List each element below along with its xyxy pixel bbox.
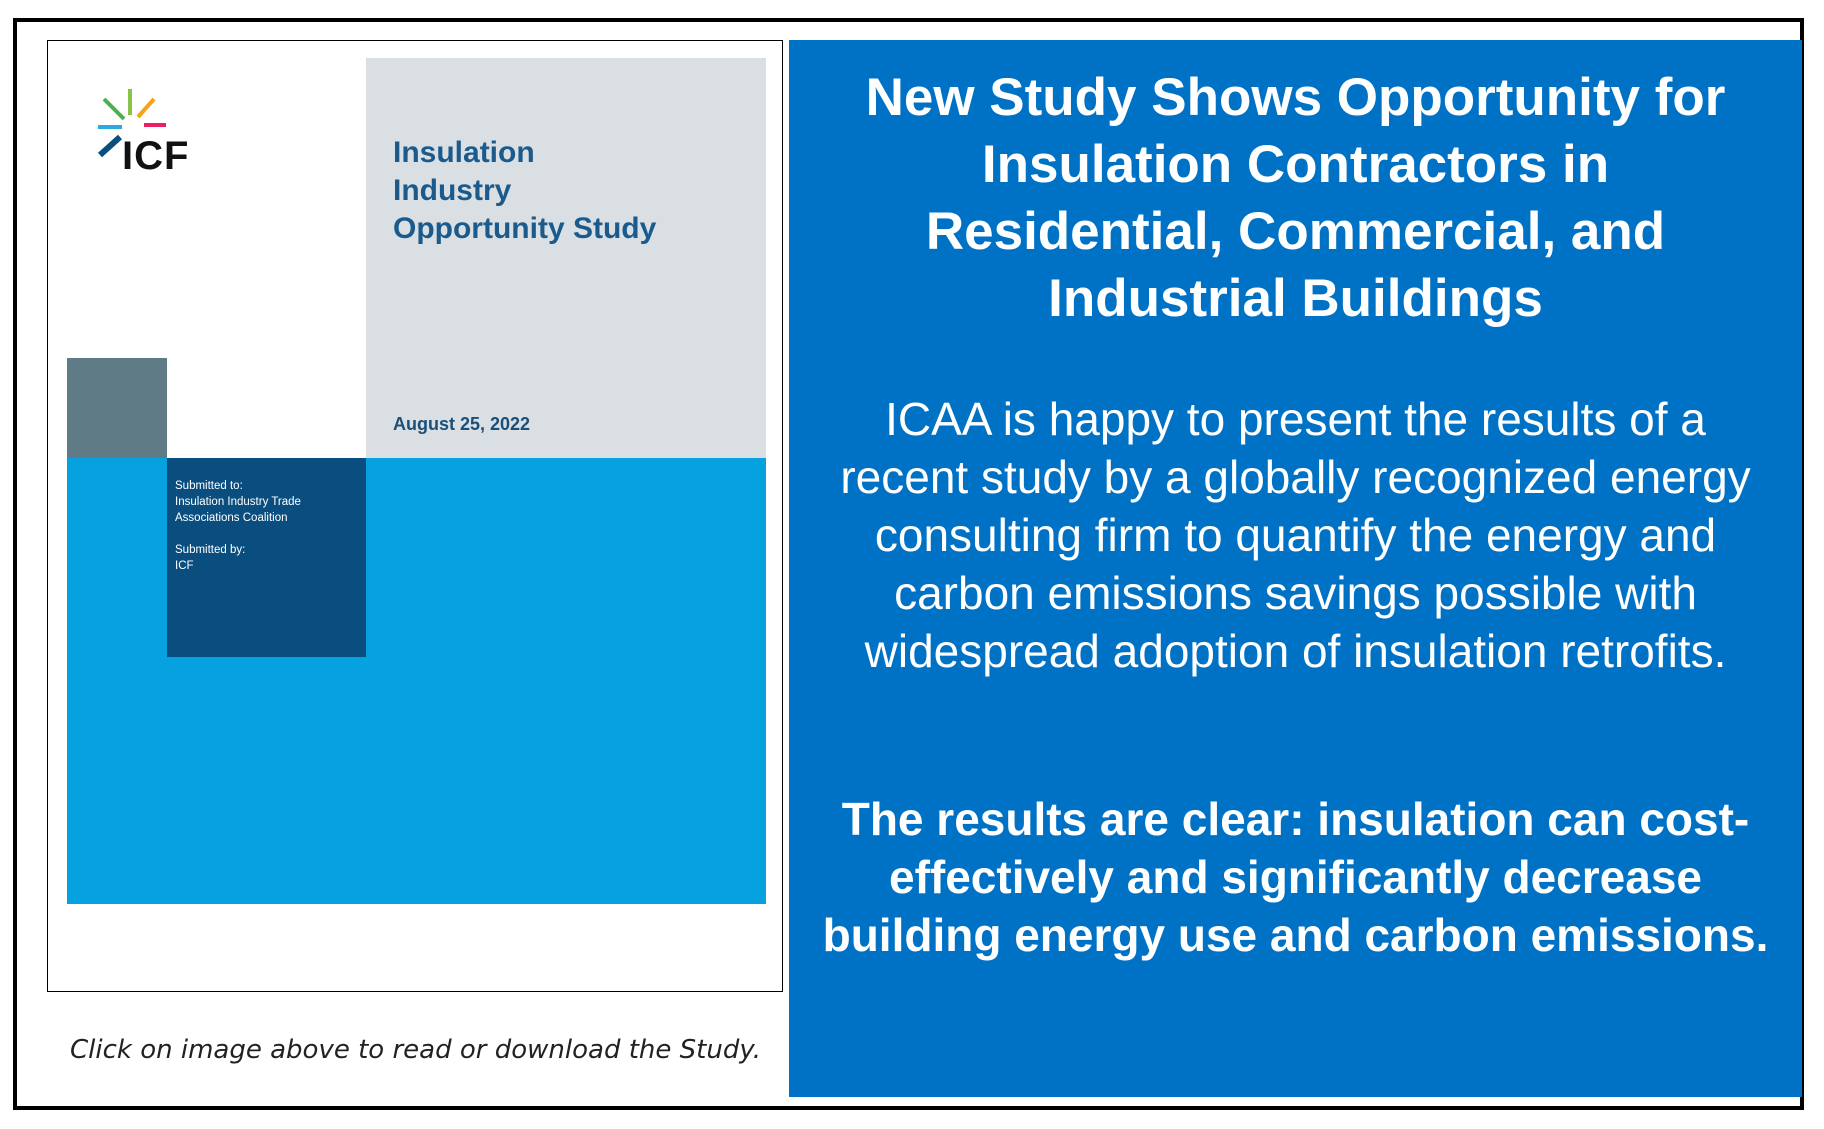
submitted-by-value: ICF <box>175 560 194 572</box>
submitted-to-label: Submitted to: <box>175 480 243 492</box>
study-cover-image-link[interactable]: Insulation Industry Opportunity Study Au… <box>47 40 783 992</box>
cover-title: Insulation Industry Opportunity Study <box>393 134 753 248</box>
cover-title-line-2: Industry <box>393 174 512 207</box>
download-caption: Click on image above to read or download… <box>70 1035 761 1065</box>
cover-date: August 25, 2022 <box>393 414 531 434</box>
cover-slate-block <box>67 358 167 458</box>
cover-grey-panel <box>366 58 766 458</box>
submitted-to-line-1: Insulation Industry Trade <box>175 496 301 508</box>
body-paragraph: ICAA is happy to present the results of … <box>840 393 1751 677</box>
icf-logo-icon <box>97 89 166 158</box>
submitted-by-label: Submitted by: <box>175 544 246 556</box>
conclusion-paragraph: The results are clear: insulation can co… <box>822 793 1769 961</box>
announcement-panel: New Study Shows Opportunity for Insulati… <box>789 40 1802 1097</box>
cover-submission-block: Submitted to: Insulation Industry Trade … <box>167 458 366 657</box>
submitted-to-line-2: Associations Coalition <box>175 512 288 524</box>
icf-logo-text: ICF <box>122 134 190 178</box>
cover-title-line-1: Insulation <box>393 136 535 169</box>
cover-title-line-3: Opportunity Study <box>393 212 657 245</box>
headline: New Study Shows Opportunity for Insulati… <box>865 68 1726 328</box>
